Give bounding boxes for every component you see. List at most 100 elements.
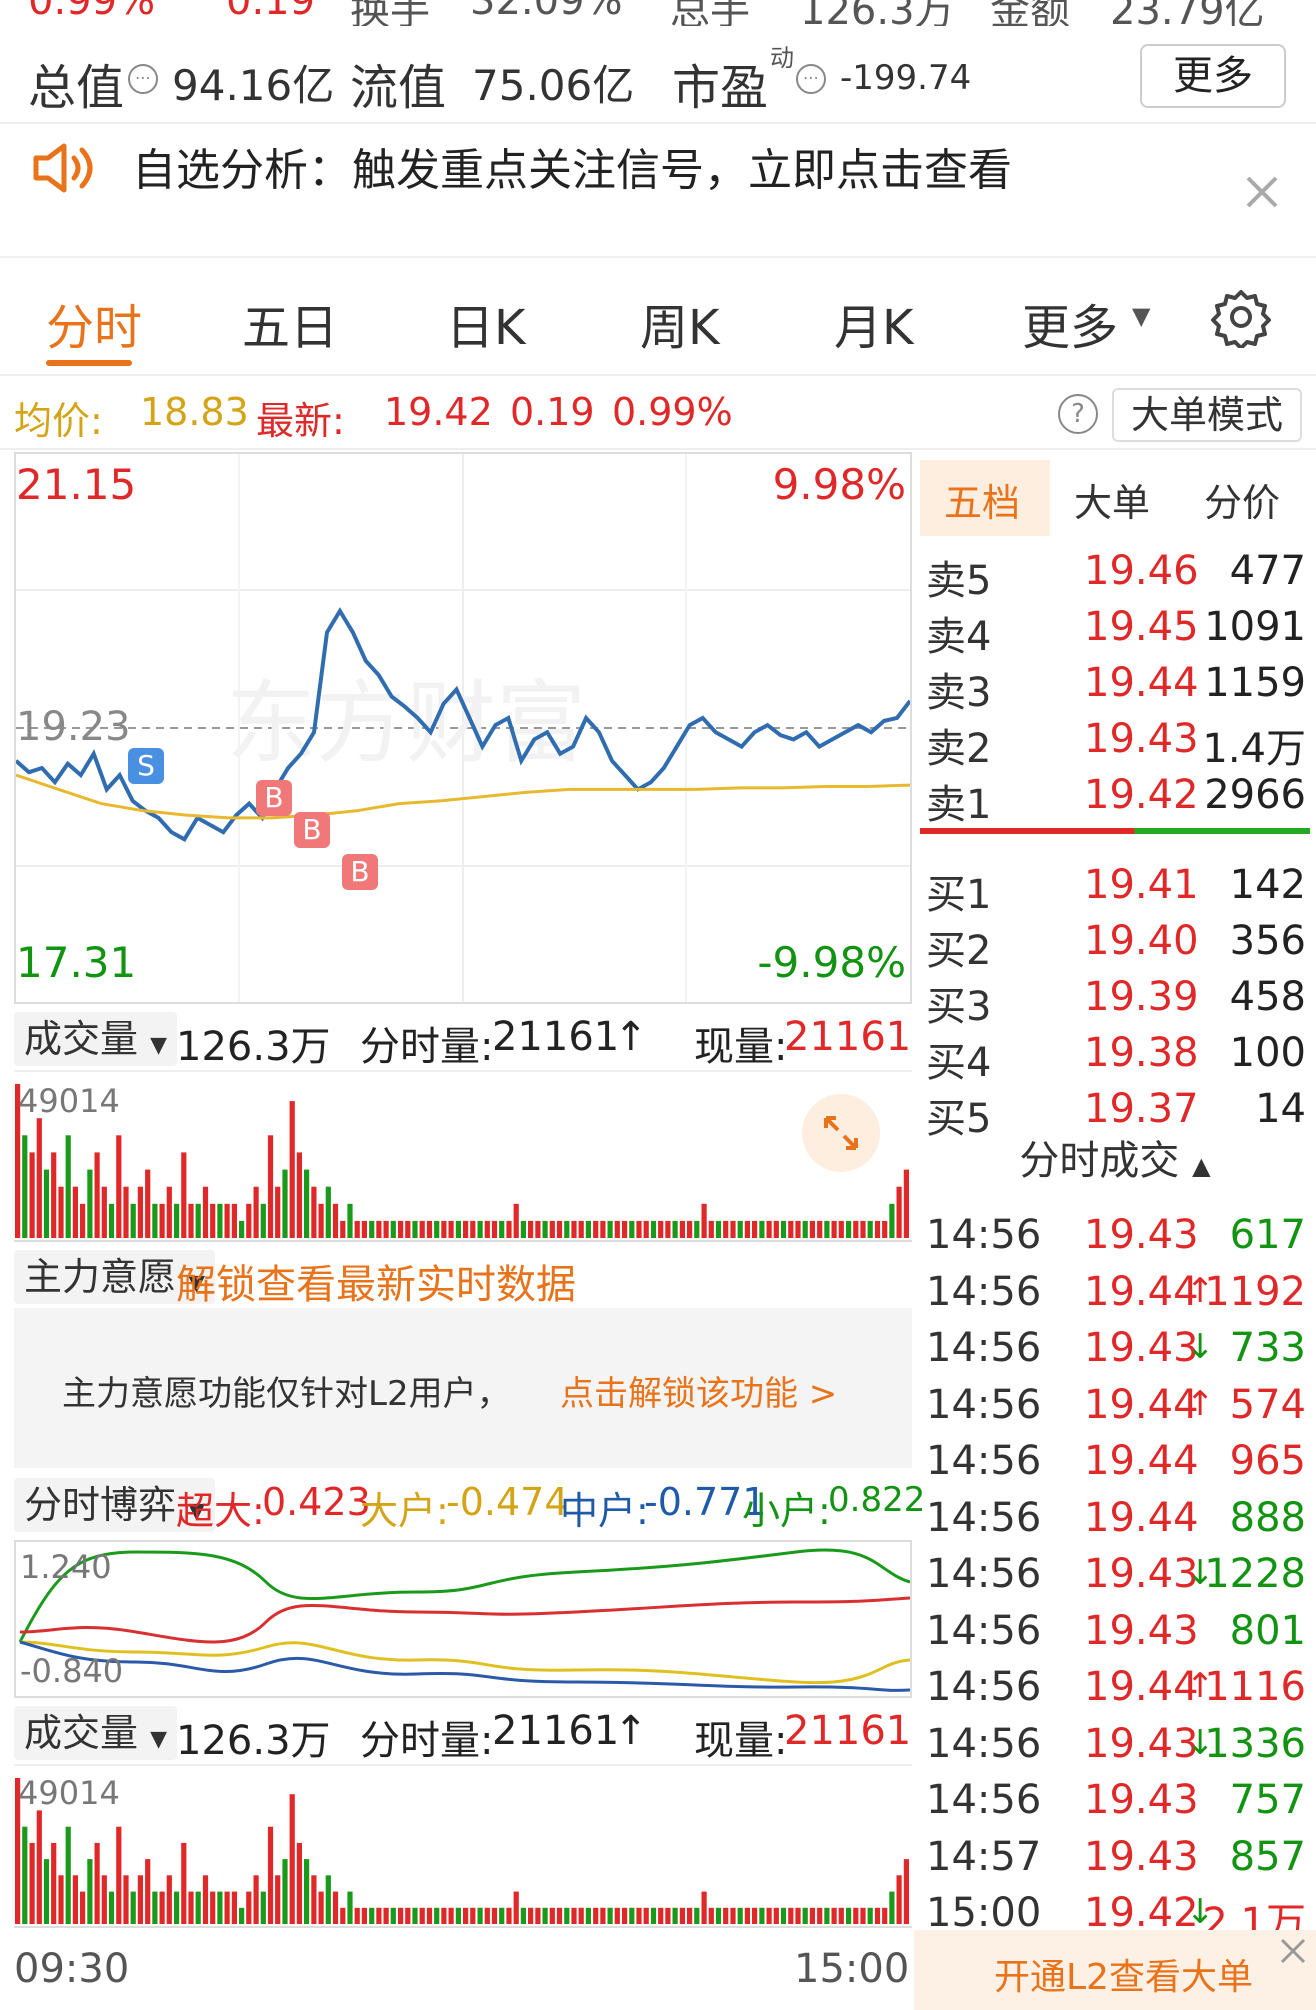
avg-label: 均价:: [14, 399, 103, 443]
ask-row[interactable]: 卖5 19.46 477: [920, 548, 1316, 604]
info-icon[interactable]: ⋯: [128, 64, 158, 94]
volume-bar: [51, 1152, 57, 1238]
l2-banner[interactable]: 开通L2查看大单: [914, 1930, 1316, 2010]
volume-bar: [614, 1907, 620, 1924]
volume-chart[interactable]: 49014: [14, 1074, 912, 1242]
volume-bar: [694, 1907, 700, 1924]
buy-marker[interactable]: B: [294, 812, 330, 848]
ask-row[interactable]: 卖1 19.42 2966: [920, 772, 1316, 828]
trade-row: 14:56 19.43 ↓ 733: [920, 1325, 1316, 1381]
caret-up-icon: ▲: [1192, 1152, 1211, 1180]
volume-bar: [903, 1169, 909, 1238]
volume-bar: [484, 1907, 490, 1924]
caret-down-icon: ▼: [1132, 302, 1151, 330]
big-order-mode-button[interactable]: 大单模式: [1112, 388, 1302, 442]
volume-bar: [108, 1891, 115, 1924]
volume-bar: [65, 1826, 71, 1924]
close-icon[interactable]: [1244, 174, 1280, 210]
buy-marker[interactable]: B: [256, 780, 292, 816]
sell-marker[interactable]: S: [128, 748, 164, 784]
volume-bar: [195, 1203, 201, 1238]
fen-value-2: 21161: [492, 1708, 620, 1754]
float-value-label: 流值: [350, 60, 447, 116]
ask-row[interactable]: 卖2 19.43 1.4万: [920, 716, 1316, 772]
volume-bar: [650, 1907, 657, 1924]
tab-more[interactable]: 更多: [1022, 300, 1119, 356]
ask-row[interactable]: 卖4 19.45 1091: [920, 604, 1316, 660]
volume-bar: [434, 1220, 440, 1238]
ask-row[interactable]: 卖3 19.44 1159: [920, 660, 1316, 716]
bid-volume: 458: [1229, 974, 1306, 1020]
volume-bar: [817, 1907, 823, 1924]
bid-row[interactable]: 买5 19.37 14: [920, 1086, 1316, 1142]
volume-bar: [174, 1891, 180, 1924]
tab-day-k[interactable]: 日K: [446, 300, 526, 356]
volume-dropdown-2[interactable]: 成交量 ▼: [14, 1706, 178, 1760]
volume-bar: [202, 1186, 209, 1238]
volume-bar: [715, 1907, 722, 1924]
gear-icon[interactable]: [1210, 286, 1272, 348]
trade-price: 19.44: [1084, 1438, 1199, 1484]
ask-volume: 1.4万: [1202, 726, 1306, 772]
avg-value: 18.83: [140, 390, 249, 434]
tab-five-level[interactable]: 五档: [944, 481, 1021, 525]
more-button[interactable]: 更多: [1140, 44, 1286, 108]
game-dropdown[interactable]: 分时博弈 ▼: [14, 1478, 216, 1532]
help-icon[interactable]: ?: [1058, 394, 1098, 434]
volume-bar: [419, 1907, 425, 1924]
tab-week-k[interactable]: 周K: [640, 300, 720, 356]
volume-bar: [853, 1907, 859, 1924]
volume-bar: [181, 1842, 187, 1924]
volume-total: 126.3万: [176, 1024, 331, 1070]
main-intent-dropdown[interactable]: 主力意愿 ▼: [14, 1250, 216, 1304]
trades-title-label: 分时成交: [1019, 1138, 1180, 1184]
volume-bar: [267, 1826, 274, 1924]
volume-dropdown[interactable]: 成交量 ▼: [14, 1012, 178, 1066]
trade-volume: 801: [1229, 1607, 1306, 1654]
tab-five-day[interactable]: 五日: [242, 300, 339, 356]
volume-bar: [72, 1875, 78, 1924]
volume-peak-2: 49014: [18, 1774, 120, 1812]
watermark: 东方财富: [226, 674, 586, 774]
volume-bar: [398, 1907, 404, 1924]
tab-month-k[interactable]: 月K: [834, 300, 914, 356]
tab-intraday[interactable]: 分时: [46, 300, 143, 356]
volume-bar: [441, 1907, 447, 1924]
bid-row[interactable]: 买4 19.38 100: [920, 1030, 1316, 1086]
unlock-feature-link[interactable]: 点击解锁该功能 >: [560, 1374, 838, 1414]
volume-bar: [412, 1907, 418, 1924]
trade-time: 14:56: [926, 1325, 1042, 1371]
info-icon[interactable]: ⋯: [796, 64, 826, 94]
now-value: 21161: [784, 1014, 912, 1060]
volume-bar: [737, 1907, 743, 1924]
turnover-label: 换手: [350, 0, 430, 26]
bid-row[interactable]: 买3 19.39 458: [920, 974, 1316, 1030]
game-ymin: -0.840: [20, 1652, 124, 1690]
trade-time: 14:56: [926, 1438, 1042, 1484]
game-chart[interactable]: 1.240 -0.840: [14, 1540, 912, 1698]
bid-row[interactable]: 买1 19.41 142: [920, 862, 1316, 918]
bid-ask-ratio-bar: [920, 828, 1310, 834]
volume-bar: [593, 1220, 599, 1238]
tab-price-dist[interactable]: 分价: [1204, 481, 1281, 525]
expand-button[interactable]: [802, 1094, 880, 1172]
volume-bar: [752, 1907, 758, 1924]
volume-bar: [831, 1220, 837, 1238]
bid-row[interactable]: 买2 19.40 356: [920, 918, 1316, 974]
volume-bar: [860, 1220, 866, 1238]
volume-chart-2[interactable]: 49014: [14, 1768, 912, 1928]
trade-price: 19.43: [1084, 1777, 1199, 1823]
close-icon[interactable]: [1276, 1934, 1310, 1968]
bid-level: 买5: [926, 1096, 992, 1142]
volume-bar: [217, 1891, 223, 1924]
top-change-pct: 0.99%: [28, 0, 156, 24]
buy-marker[interactable]: B: [342, 854, 378, 890]
notice-bar[interactable]: 自选分析：触发重点关注信号，立即点击查看: [0, 128, 1316, 256]
unlock-link[interactable]: 解锁查看最新实时数据: [176, 1262, 576, 1308]
volume-bar: [766, 1907, 772, 1924]
trade-direction: ↓: [1186, 1553, 1215, 1593]
intraday-chart[interactable]: 东方财富 21.15 9.98% 19.23 17.31 -9.98% S B …: [14, 452, 912, 1004]
tab-big-order[interactable]: 大单: [1074, 481, 1151, 525]
volume-bar: [831, 1907, 837, 1924]
trades-title[interactable]: 分时成交 ▲: [914, 1128, 1316, 1198]
